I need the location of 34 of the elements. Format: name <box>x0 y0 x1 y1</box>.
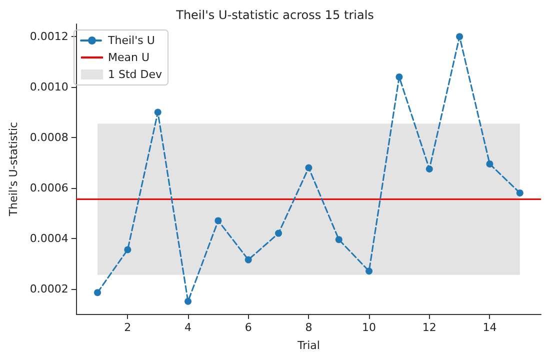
legend-label: 1 Std Dev <box>108 68 163 81</box>
y-tick-label: 0.0008 <box>30 130 68 144</box>
legend-label: Mean U <box>108 51 150 64</box>
point <box>184 298 192 305</box>
point <box>244 256 252 264</box>
chart-title: Theil's U-statistic across 15 trials <box>175 8 374 22</box>
x-tick-label: 4 <box>184 321 192 334</box>
point <box>426 166 433 172</box>
point <box>214 217 222 224</box>
point <box>335 236 342 244</box>
point <box>275 230 282 237</box>
y-tick-label: 0.0012 <box>30 30 68 44</box>
point <box>154 108 162 116</box>
x-tick-label: 14 <box>482 321 497 334</box>
x-tick-label: 10 <box>362 321 376 334</box>
x-tick-label: 12 <box>422 321 436 334</box>
point <box>456 33 464 40</box>
x-tick-label: 6 <box>244 321 252 334</box>
x-tick-label: 2 <box>124 321 132 334</box>
y-tick-label: 0.0010 <box>30 80 68 94</box>
point <box>305 164 312 172</box>
point <box>516 189 524 196</box>
point <box>366 268 373 275</box>
point <box>94 289 102 296</box>
point <box>124 246 132 254</box>
y-tick-label: 0.0004 <box>30 232 68 245</box>
point <box>396 73 403 80</box>
point <box>486 160 494 168</box>
y-axis-title: Theil's U-statistic <box>7 122 20 218</box>
y-tick-label: 0.0006 <box>30 181 68 194</box>
x-tick-label: 8 <box>305 321 312 334</box>
y-tick-label: 0.0002 <box>30 282 68 296</box>
legend-label: Theil's U <box>107 34 155 47</box>
x-axis-title: Trial <box>296 339 320 352</box>
